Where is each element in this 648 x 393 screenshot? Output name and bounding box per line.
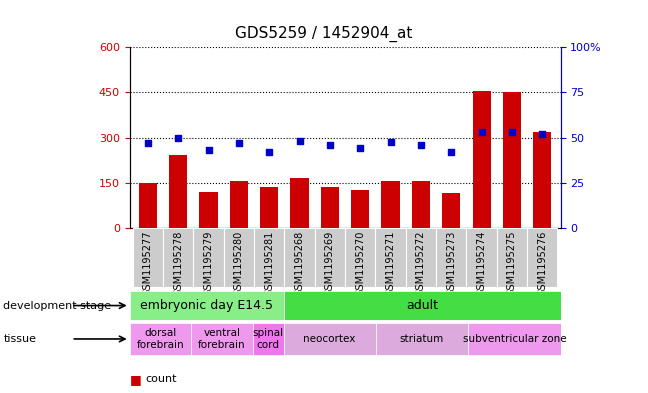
FancyBboxPatch shape bbox=[130, 291, 284, 320]
Text: GSM1195271: GSM1195271 bbox=[386, 231, 395, 296]
Text: GDS5259 / 1452904_at: GDS5259 / 1452904_at bbox=[235, 26, 413, 42]
Bar bbox=[412, 181, 430, 228]
FancyBboxPatch shape bbox=[406, 228, 436, 287]
Text: dorsal
forebrain: dorsal forebrain bbox=[137, 328, 184, 350]
Text: GSM1195274: GSM1195274 bbox=[477, 231, 487, 296]
FancyBboxPatch shape bbox=[130, 323, 191, 355]
Bar bbox=[382, 181, 400, 228]
FancyBboxPatch shape bbox=[345, 228, 375, 287]
FancyBboxPatch shape bbox=[436, 228, 467, 287]
Text: ■: ■ bbox=[130, 392, 141, 393]
Bar bbox=[442, 193, 460, 228]
Point bbox=[325, 141, 335, 148]
Bar bbox=[472, 91, 491, 228]
FancyBboxPatch shape bbox=[527, 228, 557, 287]
Text: count: count bbox=[146, 374, 178, 384]
Text: subventricular zone: subventricular zone bbox=[463, 334, 566, 344]
FancyBboxPatch shape bbox=[224, 228, 254, 287]
Text: GSM1195278: GSM1195278 bbox=[173, 231, 183, 296]
FancyBboxPatch shape bbox=[284, 291, 561, 320]
FancyBboxPatch shape bbox=[315, 228, 345, 287]
Text: ventral
forebrain: ventral forebrain bbox=[198, 328, 246, 350]
Bar bbox=[533, 132, 551, 228]
FancyBboxPatch shape bbox=[467, 228, 497, 287]
Text: GSM1195272: GSM1195272 bbox=[416, 231, 426, 296]
Text: GSM1195275: GSM1195275 bbox=[507, 231, 517, 296]
Bar bbox=[200, 192, 218, 228]
Bar bbox=[169, 155, 187, 228]
Text: ■: ■ bbox=[130, 373, 141, 386]
FancyBboxPatch shape bbox=[193, 228, 224, 287]
Bar bbox=[230, 181, 248, 228]
Text: tissue: tissue bbox=[3, 334, 36, 344]
Text: spinal
cord: spinal cord bbox=[253, 328, 284, 350]
Point bbox=[294, 138, 305, 144]
Point bbox=[476, 129, 487, 135]
Bar bbox=[351, 190, 369, 228]
Point bbox=[446, 149, 456, 155]
Text: embryonic day E14.5: embryonic day E14.5 bbox=[140, 299, 273, 312]
Point bbox=[143, 140, 153, 146]
Text: GSM1195273: GSM1195273 bbox=[446, 231, 456, 296]
FancyBboxPatch shape bbox=[133, 228, 163, 287]
FancyBboxPatch shape bbox=[376, 323, 468, 355]
Bar bbox=[260, 187, 278, 228]
Point bbox=[264, 149, 274, 155]
Text: GSM1195277: GSM1195277 bbox=[143, 231, 153, 296]
Point bbox=[203, 147, 214, 153]
Text: GSM1195269: GSM1195269 bbox=[325, 231, 335, 296]
Bar bbox=[290, 178, 308, 228]
FancyBboxPatch shape bbox=[284, 228, 315, 287]
Text: GSM1195281: GSM1195281 bbox=[264, 231, 274, 296]
Text: development stage: development stage bbox=[3, 301, 111, 310]
Point bbox=[507, 129, 517, 135]
Text: GSM1195280: GSM1195280 bbox=[234, 231, 244, 296]
Bar bbox=[503, 92, 521, 228]
Point bbox=[386, 139, 396, 145]
Text: neocortex: neocortex bbox=[303, 334, 356, 344]
FancyBboxPatch shape bbox=[163, 228, 193, 287]
Text: GSM1195270: GSM1195270 bbox=[355, 231, 365, 296]
Point bbox=[416, 141, 426, 148]
Text: adult: adult bbox=[406, 299, 438, 312]
Text: GSM1195268: GSM1195268 bbox=[295, 231, 305, 296]
Bar bbox=[139, 184, 157, 228]
Bar bbox=[321, 187, 339, 228]
Text: GSM1195276: GSM1195276 bbox=[537, 231, 548, 296]
Text: GSM1195279: GSM1195279 bbox=[203, 231, 213, 296]
Text: striatum: striatum bbox=[400, 334, 444, 344]
FancyBboxPatch shape bbox=[375, 228, 406, 287]
FancyBboxPatch shape bbox=[468, 323, 561, 355]
Point bbox=[234, 140, 244, 146]
FancyBboxPatch shape bbox=[254, 228, 284, 287]
FancyBboxPatch shape bbox=[284, 323, 376, 355]
FancyBboxPatch shape bbox=[191, 323, 253, 355]
Point bbox=[173, 135, 183, 141]
Point bbox=[355, 145, 365, 152]
FancyBboxPatch shape bbox=[253, 323, 284, 355]
Point bbox=[537, 131, 548, 137]
FancyBboxPatch shape bbox=[497, 228, 527, 287]
